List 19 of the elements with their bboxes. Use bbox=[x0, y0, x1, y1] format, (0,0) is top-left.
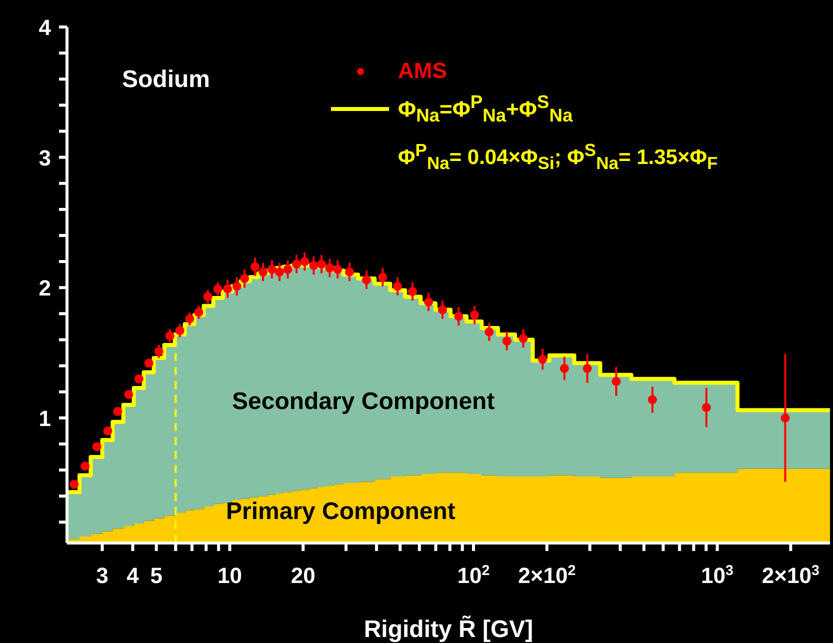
annotation: Sodium bbox=[122, 66, 210, 94]
x-tick-label: 10$^{3}$ bbox=[701, 563, 734, 588]
y-tick-label: 2 bbox=[38, 276, 51, 301]
x-tick-label: 2×10$^{2}$ bbox=[518, 563, 576, 588]
x-tick-label: 3 bbox=[96, 563, 108, 588]
annotation: Primary Component bbox=[226, 498, 456, 526]
x-tick-label: 10 bbox=[217, 563, 242, 588]
annotation: Secondary Component bbox=[232, 388, 495, 416]
y-tick-label: 1 bbox=[38, 406, 51, 431]
x-tick-label: 2×10$^{3}$ bbox=[762, 563, 820, 588]
x-tick-label: 5 bbox=[150, 563, 162, 588]
legend-label: AMS bbox=[398, 58, 447, 84]
y-tick-label: 4 bbox=[38, 15, 52, 40]
x-tick-label: 10$^{2}$ bbox=[457, 563, 490, 588]
x-tick-label: 20 bbox=[290, 563, 316, 588]
x-tick-label: 4 bbox=[126, 563, 140, 588]
x-axis-title: Rigidity R̃ [GV] bbox=[364, 615, 534, 643]
text: Φ$^{P}$$_{Na}$= 0.04×Φ$_{Si}$; Φ$^{S}$$_{Na}$= 1.35×Φ$_{F}$ bbox=[398, 140, 718, 174]
y-tick-label: 3 bbox=[38, 145, 51, 170]
